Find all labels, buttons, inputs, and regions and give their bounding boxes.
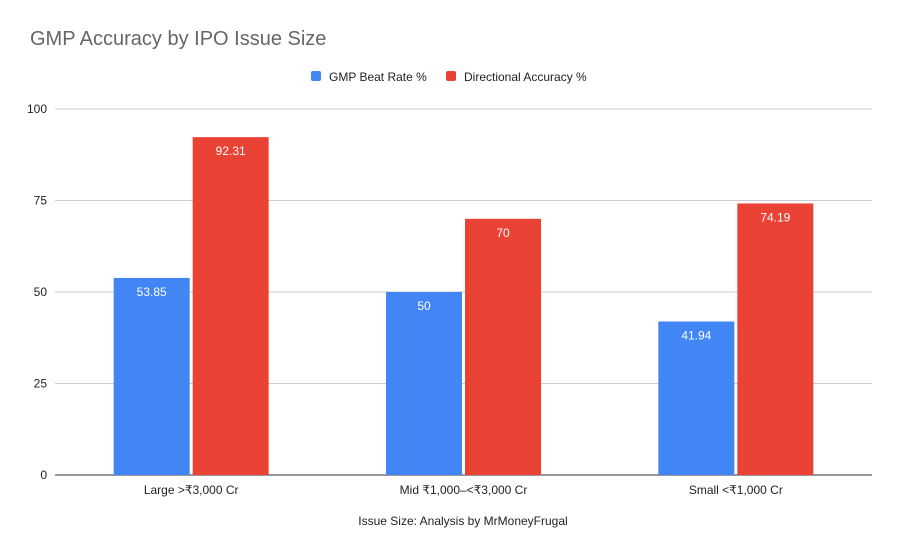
y-tick-label: 50 bbox=[34, 285, 48, 299]
bar bbox=[113, 277, 190, 475]
x-axis-label: Issue Size: Analysis by MrMoneyFrugal bbox=[358, 514, 567, 528]
gridlines bbox=[55, 108, 872, 476]
legend-label: GMP Beat Rate % bbox=[329, 70, 427, 84]
legend-swatch bbox=[446, 71, 456, 81]
y-tick-label: 0 bbox=[40, 468, 47, 482]
bar bbox=[737, 203, 814, 475]
x-axis-ticks: Large >₹3,000 Cr Mid ₹1,000–<₹3,000 Cr Sma… bbox=[144, 483, 783, 497]
bar bbox=[658, 321, 735, 475]
x-tick-label: Small <₹1,000 Cr bbox=[689, 483, 783, 497]
bars: 53.85 92.31 50 70 41.94 74.19 bbox=[113, 137, 814, 476]
y-tick-label: 100 bbox=[27, 102, 47, 116]
legend-swatch bbox=[311, 71, 321, 81]
y-tick-label: 25 bbox=[34, 377, 48, 391]
legend-label: Directional Accuracy % bbox=[464, 70, 587, 84]
y-axis-ticks: 0 25 50 75 100 bbox=[27, 102, 47, 482]
data-label: 70 bbox=[496, 226, 510, 240]
x-tick-label: Mid ₹1,000–<₹3,000 Cr bbox=[400, 483, 528, 497]
y-tick-label: 75 bbox=[34, 194, 48, 208]
data-label: 41.94 bbox=[681, 328, 711, 342]
data-label: 74.19 bbox=[760, 210, 790, 224]
x-tick-label: Large >₹3,000 Cr bbox=[144, 483, 239, 497]
bar bbox=[192, 137, 269, 476]
chart-title: GMP Accuracy by IPO Issue Size bbox=[30, 28, 327, 50]
bar bbox=[386, 292, 462, 475]
data-label: 50 bbox=[417, 299, 431, 313]
legend: GMP Beat Rate % Directional Accuracy % bbox=[311, 70, 587, 84]
bar bbox=[465, 218, 541, 476]
data-label: 53.85 bbox=[137, 285, 167, 299]
data-label: 92.31 bbox=[216, 144, 246, 158]
